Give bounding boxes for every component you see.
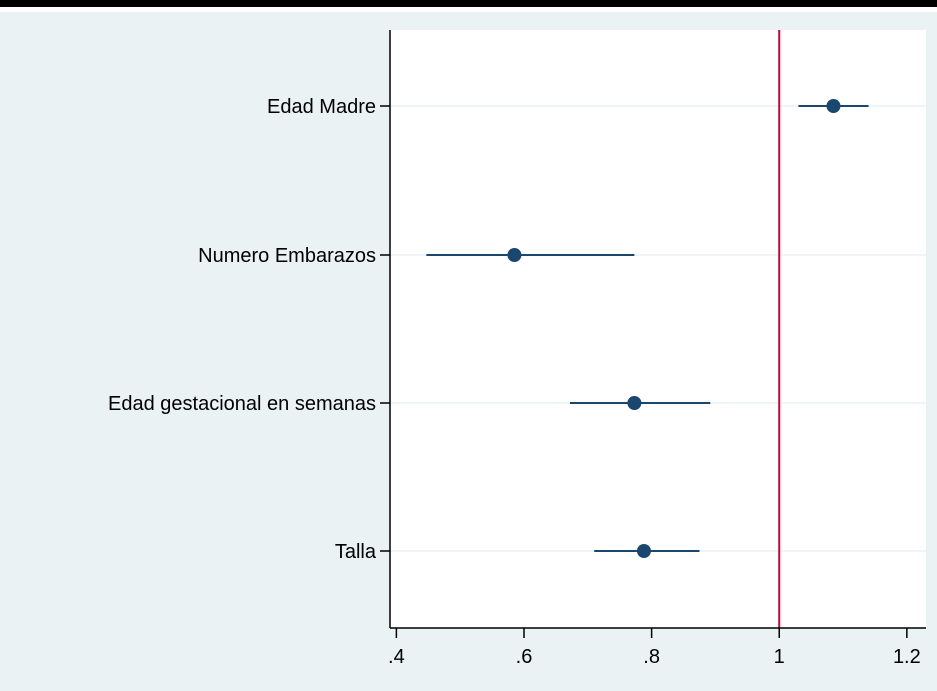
x-tick-label: .6: [516, 646, 533, 668]
point-marker: [636, 544, 651, 558]
x-tick-label: 1: [774, 646, 785, 668]
x-tick-label: 1.2: [893, 646, 921, 668]
y-tick-label: Edad gestacional en semanas: [108, 393, 376, 415]
x-tick-label: .4: [388, 646, 405, 668]
plot-region: [390, 30, 926, 628]
top-border: [0, 0, 937, 7]
x-tick-label: .8: [643, 646, 660, 668]
point-marker: [627, 396, 642, 410]
point-marker: [826, 99, 841, 113]
point-estimates: [507, 99, 841, 558]
point-marker: [507, 248, 522, 262]
x-axis-ticks: .4 .6 .8 1 1.2: [388, 628, 921, 668]
y-tick-label: Edad Madre: [267, 96, 376, 118]
y-axis-ticks: Edad Madre Numero Embarazos Edad gestacion…: [108, 96, 390, 563]
y-tick-label: Numero Embarazos: [198, 245, 376, 267]
y-tick-label: Talla: [335, 541, 377, 563]
